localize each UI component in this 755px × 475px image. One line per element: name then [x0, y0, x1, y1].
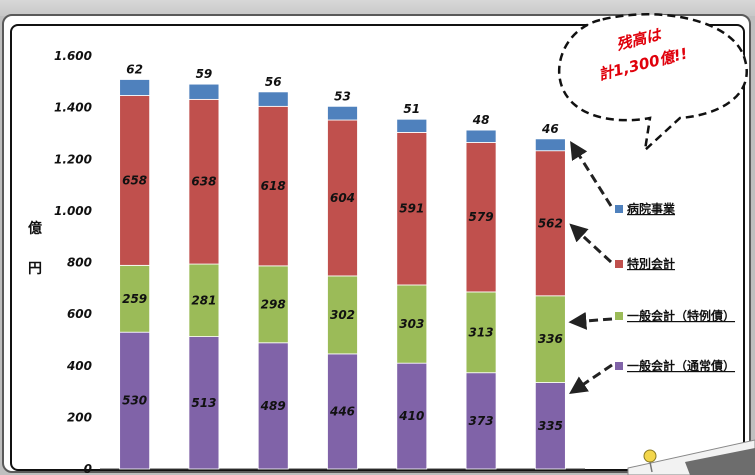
data-label: 53 [334, 89, 351, 103]
bar-segment [188, 336, 220, 470]
bar-segment [257, 265, 289, 344]
bar-segment [188, 83, 220, 100]
data-label: 48 [472, 113, 490, 127]
y-tick-label: 800 [67, 256, 92, 270]
y-axis-ticks: 0 200 400 600 800 1.000 1.200 1.400 1.600 [54, 49, 92, 475]
data-label: 410 [398, 409, 424, 423]
bar-segment [396, 132, 428, 286]
y-tick-label: 1.000 [54, 204, 92, 218]
data-label: 335 [538, 419, 563, 433]
annotation-bubble: 残高は 計1,300億!! [558, 13, 748, 154]
y-tick-label: 0 [84, 462, 92, 475]
bar-segment [327, 119, 358, 277]
y-tick-label: 1.400 [54, 101, 92, 115]
bar-segment [534, 382, 566, 470]
data-label: 562 [538, 216, 563, 230]
bar-segment [257, 342, 289, 470]
bar-segment [257, 91, 289, 107]
arrow-special [569, 223, 613, 264]
bar-segment [188, 263, 220, 337]
pushpin-icon [643, 449, 657, 463]
y-tick-label: 1.200 [54, 152, 92, 166]
data-label: 336 [538, 332, 563, 346]
data-label: 658 [122, 173, 147, 187]
bar-segment [534, 138, 566, 152]
data-label: 618 [261, 179, 286, 193]
data-label: 446 [329, 404, 355, 418]
data-label: 513 [191, 396, 216, 410]
data-label: 281 [191, 293, 216, 307]
legend-entry: 特別会計 [627, 256, 675, 271]
bars [119, 79, 566, 470]
bar-segment [327, 353, 358, 470]
legend-arrows [568, 140, 613, 395]
data-label: 46 [541, 122, 559, 136]
data-label: 638 [191, 175, 216, 189]
legend-entry: 病院事業 [627, 201, 676, 216]
data-label: 604 [330, 191, 355, 205]
y-tick-label: 400 [66, 359, 92, 373]
y-tick-label: 600 [67, 307, 92, 321]
pinned-photo-decoration [627, 439, 755, 475]
bar-segment [465, 129, 497, 143]
data-label: 313 [469, 325, 494, 339]
bar-segment [119, 331, 151, 470]
y-tick-label: 1.600 [54, 49, 92, 63]
data-label: 62 [126, 62, 143, 76]
legend-swatch [615, 205, 623, 213]
data-label: 373 [469, 414, 494, 428]
data-label: 298 [261, 297, 286, 311]
legend-swatch [615, 260, 623, 268]
data-label: 302 [330, 308, 355, 322]
legend-swatch [615, 312, 623, 320]
bar-segment [534, 150, 566, 297]
data-label: 530 [122, 394, 147, 408]
top-band [0, 0, 755, 16]
bar-segment [119, 79, 151, 96]
bar-segment [119, 95, 151, 266]
data-label: 303 [399, 317, 424, 331]
legend-swatch [615, 362, 623, 370]
y-axis-label-part-1: 億 [28, 220, 42, 237]
bar-segment [327, 275, 358, 355]
y-tick-label: 200 [67, 410, 92, 424]
data-label: 56 [265, 75, 282, 89]
data-label: 489 [260, 399, 286, 413]
legend-entry: 一般会計（通常債） [627, 358, 735, 373]
bar-segment [465, 291, 497, 374]
data-label: 59 [196, 67, 213, 81]
arrow-general-special [568, 311, 613, 330]
bar-segment [327, 105, 358, 121]
arrow-general-regular [569, 363, 613, 395]
data-label: 591 [399, 202, 424, 216]
bar-segment [119, 264, 151, 333]
bar-segment [188, 98, 220, 265]
legend-entry: 一般会計（特例債） [627, 308, 735, 323]
data-label: 259 [122, 292, 147, 306]
bar-segment [396, 362, 428, 470]
bar-segment [465, 372, 497, 470]
bar-segment [257, 105, 289, 267]
arrow-hospital [570, 140, 613, 207]
bar-segment [396, 118, 428, 133]
bubble-shape [558, 13, 748, 154]
data-label: 51 [403, 102, 420, 116]
y-axis-label-part-2: 円 [28, 261, 42, 277]
segment-labels: 530 259 658 62 513 281 638 59 489 298 618 56 446 302 6… [122, 62, 563, 432]
bar-segment [534, 295, 566, 383]
data-label: 579 [469, 210, 494, 224]
bar-segment [465, 142, 497, 293]
